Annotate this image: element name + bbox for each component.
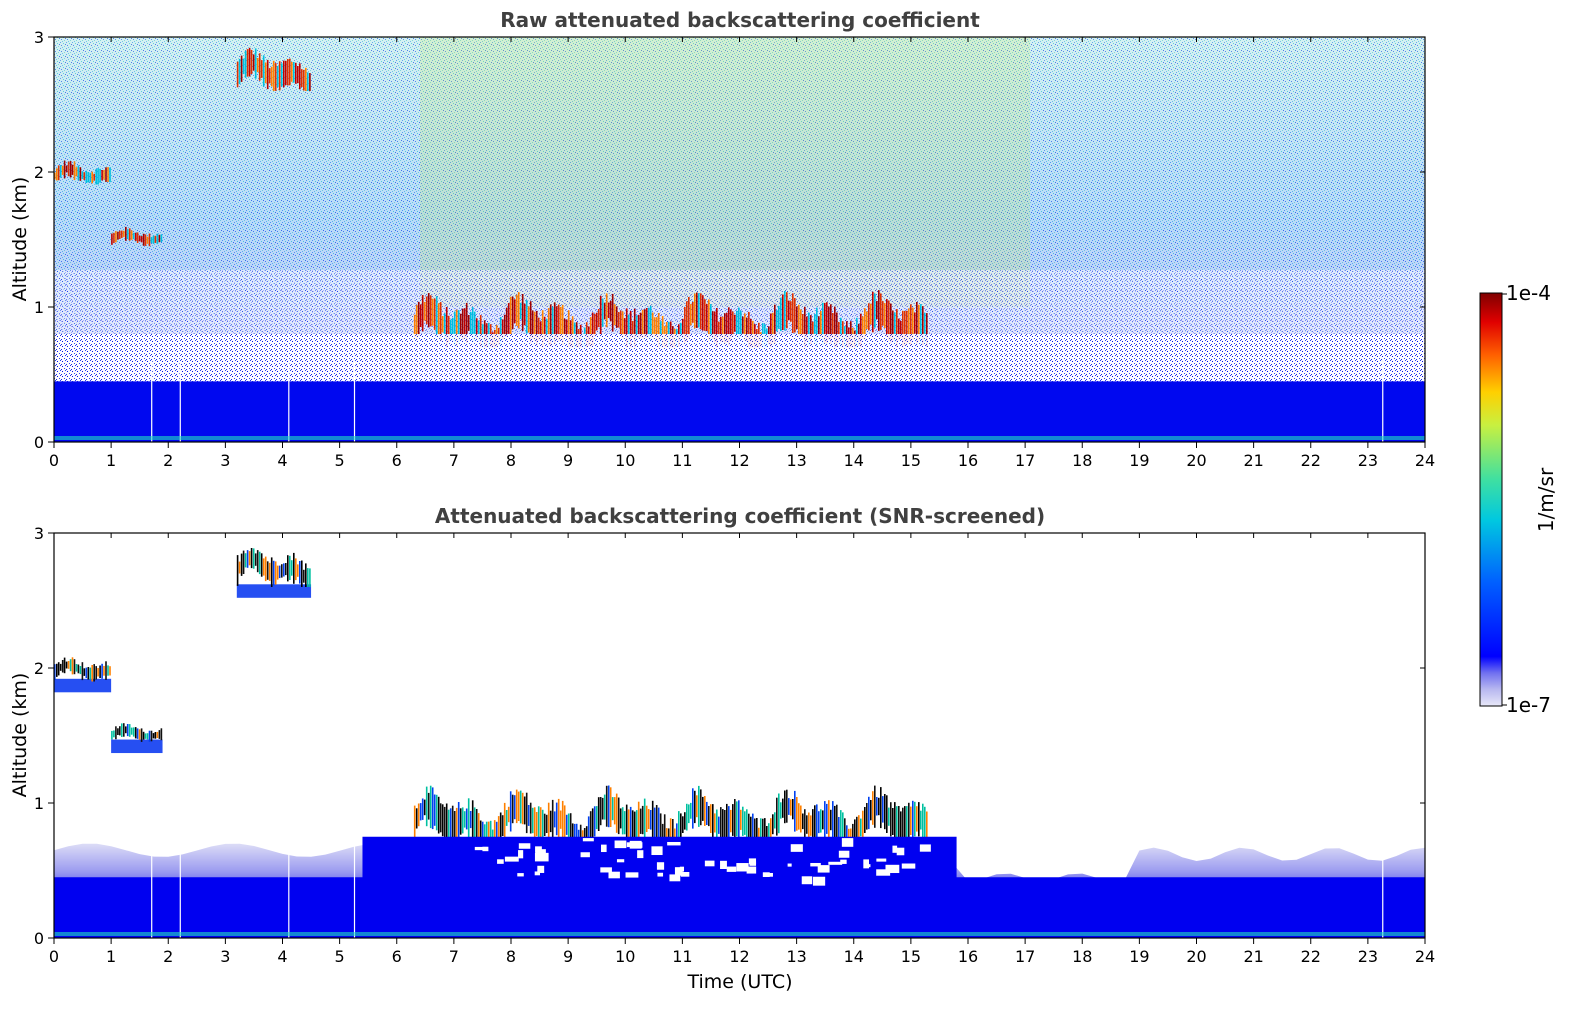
x-tick-label: 20 — [1186, 451, 1206, 470]
y-tick-label: 2 — [34, 659, 44, 678]
x-tick-label: 13 — [786, 947, 806, 966]
x-tick-label: 8 — [506, 451, 516, 470]
colorbar: 1e-4 1e-7 1/m/sr — [1479, 281, 1558, 717]
snr-screened-panel: Attenuated backscattering coefficient (S… — [9, 504, 1435, 993]
cloud-layer — [111, 723, 163, 754]
x-tick-label: 14 — [844, 947, 864, 966]
x-tick-label: 8 — [506, 947, 516, 966]
x-tick-label: 11 — [672, 947, 692, 966]
x-tick-label: 3 — [220, 451, 230, 470]
cloud-layer — [236, 47, 311, 91]
data-gaps — [151, 836, 1384, 938]
y-axis-label: Altitude (km) — [9, 673, 31, 798]
raw-backscatter-panel: Raw attenuated backscattering coefficien… — [9, 8, 1435, 470]
panel-title: Raw attenuated backscattering coefficien… — [500, 8, 980, 32]
y-tick-label: 0 — [34, 433, 44, 452]
y-tick-label: 0 — [34, 929, 44, 948]
colorbar-unit-label: 1/m/sr — [1534, 467, 1558, 532]
x-tick-label: 9 — [563, 947, 573, 966]
x-tick-label: 20 — [1186, 947, 1206, 966]
x-tick-label: 16 — [958, 451, 978, 470]
x-tick-label: 3 — [220, 947, 230, 966]
x-tick-label: 17 — [1015, 947, 1035, 966]
x-tick-label: 15 — [901, 947, 921, 966]
y-axis: 0 1 2 3 — [34, 28, 1425, 452]
x-tick-label: 7 — [449, 451, 459, 470]
x-tick-label: 2 — [163, 947, 173, 966]
x-tick-label: 19 — [1129, 451, 1149, 470]
y-tick-label: 2 — [34, 163, 44, 182]
panel-title: Attenuated backscattering coefficient (S… — [435, 504, 1045, 528]
x-tick-label: 6 — [392, 947, 402, 966]
x-tick-label: 22 — [1301, 947, 1321, 966]
cloud-layer — [54, 160, 111, 185]
x-tick-label: 24 — [1415, 451, 1435, 470]
x-tick-label: 17 — [1015, 451, 1035, 470]
x-tick-label: 12 — [729, 451, 749, 470]
x-tick-label: 0 — [49, 451, 59, 470]
x-tick-label: 19 — [1129, 947, 1149, 966]
x-tick-label: 6 — [392, 451, 402, 470]
y-tick-label: 1 — [34, 794, 44, 813]
x-tick-label: 23 — [1358, 947, 1378, 966]
x-axis: 0 1 2 3 4 5 6 7 8 9 10 11 12 13 14 15 16 17 18 19 20 21 22 23 24 — [49, 37, 1435, 470]
heatmap-field — [54, 533, 1425, 938]
x-tick-label: 1 — [106, 451, 116, 470]
x-tick-label: 7 — [449, 947, 459, 966]
x-tick-label: 1 — [106, 947, 116, 966]
colorbar-gradient — [1479, 292, 1503, 707]
x-tick-label: 14 — [844, 451, 864, 470]
data-gaps — [151, 361, 1384, 442]
x-tick-label: 15 — [901, 451, 921, 470]
x-tick-label: 18 — [1072, 451, 1092, 470]
y-tick-label: 3 — [34, 524, 44, 543]
x-tick-label: 12 — [729, 947, 749, 966]
cloud-layer — [54, 657, 112, 693]
x-tick-label: 21 — [1243, 947, 1263, 966]
heatmap-field — [54, 37, 1425, 442]
x-tick-label: 9 — [563, 451, 573, 470]
boundary-layer-aerosol — [54, 836, 1425, 938]
x-tick-label: 5 — [335, 947, 345, 966]
x-tick-label: 24 — [1415, 947, 1435, 966]
y-axis-label: Altitude (km) — [9, 177, 31, 302]
x-tick-label: 16 — [958, 947, 978, 966]
cloud-layer — [236, 548, 312, 598]
y-tick-label: 3 — [34, 28, 44, 47]
x-axis-label: Time (UTC) — [686, 971, 792, 993]
x-tick-label: 10 — [615, 947, 635, 966]
colorbar-max-label: 1e-4 — [1506, 281, 1551, 305]
x-tick-label: 5 — [335, 451, 345, 470]
y-axis: 0 1 2 3 — [34, 524, 1425, 948]
cloud-layer — [111, 226, 163, 247]
x-tick-label: 13 — [786, 451, 806, 470]
x-tick-label: 4 — [277, 451, 287, 470]
x-tick-label: 0 — [49, 947, 59, 966]
boundary-layer-aerosol — [54, 334, 1425, 442]
x-tick-label: 18 — [1072, 947, 1092, 966]
x-tick-label: 2 — [163, 451, 173, 470]
x-tick-label: 10 — [615, 451, 635, 470]
x-tick-label: 22 — [1301, 451, 1321, 470]
x-tick-label: 23 — [1358, 451, 1378, 470]
colorbar-min-label: 1e-7 — [1506, 693, 1551, 717]
y-tick-label: 1 — [34, 298, 44, 317]
x-tick-label: 21 — [1243, 451, 1263, 470]
x-tick-label: 11 — [672, 451, 692, 470]
x-axis: 0 1 2 3 4 5 6 7 8 9 10 11 12 13 14 15 16 17 18 19 20 21 22 23 24 — [49, 533, 1435, 966]
x-tick-label: 4 — [277, 947, 287, 966]
